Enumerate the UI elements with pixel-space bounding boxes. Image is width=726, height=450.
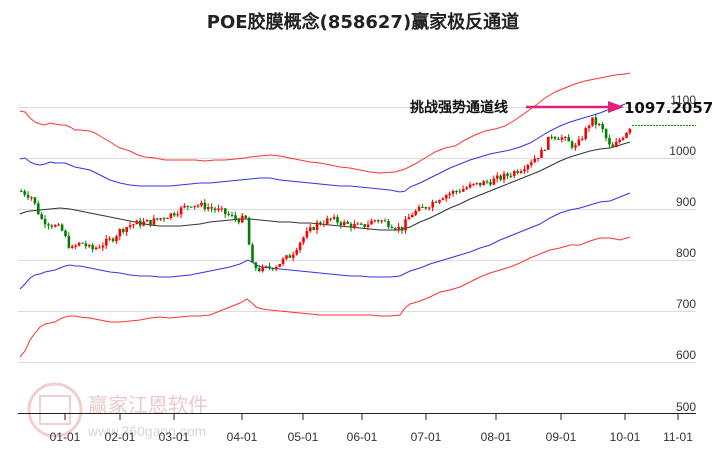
x-tick-09-01: 09-01 [546, 430, 577, 444]
outer-upper-band [19, 72, 631, 174]
x-tick-04-01: 04-01 [227, 430, 258, 444]
y-tick-1000: 1000 [669, 144, 696, 158]
y-tick-500: 500 [676, 400, 696, 414]
watermark-url: www.360gann.com [87, 423, 206, 439]
inner-lower-band [19, 192, 631, 290]
middle-line [19, 141, 631, 231]
x-tick-07-01: 07-01 [411, 430, 442, 444]
arrow-right-icon [608, 101, 624, 113]
chart-title: POE胶膜概念(858627)赢家极反通道 [206, 12, 520, 33]
y-tick-900: 900 [676, 195, 696, 209]
x-tick-01-01: 01-01 [50, 430, 81, 444]
x-tick-02-01: 02-01 [105, 430, 136, 444]
x-tick-03-01: 03-01 [159, 430, 190, 444]
inner-upper-band [19, 103, 626, 193]
challenge-annotation: 挑战强势通道线 1097.2057 [410, 99, 713, 117]
x-tick-08-01: 08-01 [481, 430, 512, 444]
y-axis: 1100 1000 900 800 700 600 500 [669, 93, 696, 414]
x-tick-10-01: 10-01 [610, 430, 641, 444]
y-tick-1100: 1100 [670, 93, 696, 107]
candlesticks [20, 114, 632, 273]
annotation-value: 1097.2057 [624, 99, 713, 117]
x-tick-11-01: 11-01 [663, 430, 693, 444]
annotation-label: 挑战强势通道线 [410, 99, 508, 116]
x-tick-05-01: 05-01 [288, 430, 319, 444]
y-tick-700: 700 [676, 297, 696, 311]
y-tick-600: 600 [676, 348, 696, 362]
x-tick-06-01: 06-01 [347, 430, 378, 444]
y-tick-800: 800 [676, 246, 696, 260]
x-axis: 01-01 02-01 03-01 04-01 05-01 06-01 07-0… [18, 413, 696, 444]
outer-lower-band [19, 236, 631, 358]
